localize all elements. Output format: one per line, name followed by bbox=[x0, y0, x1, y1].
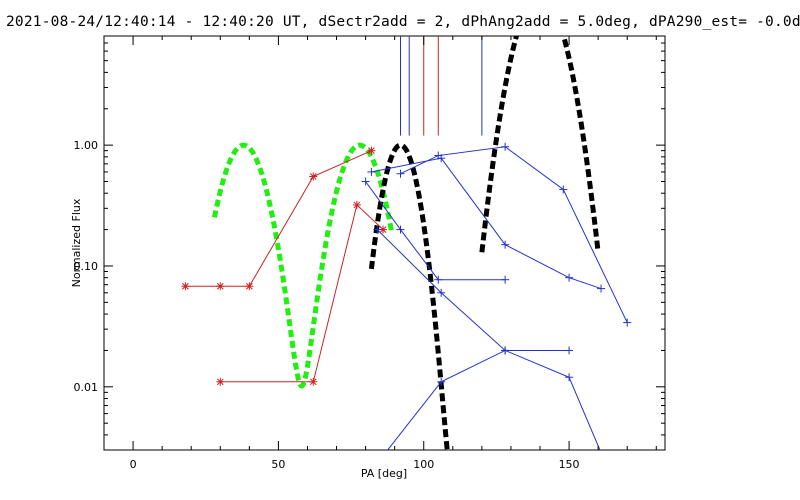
blue-data-point bbox=[600, 456, 608, 464]
curves-layer bbox=[212, 36, 601, 450]
blue-data-point bbox=[434, 275, 443, 284]
marker-stroke bbox=[182, 282, 189, 290]
red-data-point bbox=[367, 146, 376, 155]
marker-stroke bbox=[245, 282, 253, 290]
red-data-point bbox=[216, 282, 225, 291]
ticks-layer: 0 50 100 150 0.01 0.10 1.00 bbox=[74, 35, 665, 471]
marker-stroke bbox=[309, 378, 317, 386]
blue-data-point bbox=[565, 346, 574, 355]
blue-series-line bbox=[365, 181, 506, 281]
series-layer bbox=[181, 142, 632, 464]
black-model-curve bbox=[479, 36, 601, 253]
blue-data-point bbox=[437, 154, 446, 163]
blue-data-point bbox=[501, 142, 510, 151]
plot-frame bbox=[103, 35, 666, 451]
green-model-curve bbox=[212, 142, 395, 389]
blue-data-point bbox=[501, 240, 510, 249]
vertical-lines-layer bbox=[399, 36, 483, 136]
blue-series-line bbox=[400, 146, 628, 323]
blue-data-point bbox=[376, 456, 384, 464]
blue-data-point bbox=[501, 275, 510, 284]
y-tick-label: 0.10 bbox=[74, 260, 99, 273]
x-tick-label: 100 bbox=[413, 458, 434, 471]
blue-data-point bbox=[597, 284, 606, 293]
red-data-point bbox=[352, 200, 361, 209]
black-model-curve bbox=[368, 142, 450, 450]
blue-data-point bbox=[437, 288, 446, 297]
blue-data-point bbox=[559, 185, 568, 194]
red-series-line bbox=[220, 203, 384, 383]
red-data-point bbox=[245, 282, 254, 291]
chart-title: 2021-08-24/12:40:14 - 12:40:20 UT, dSect… bbox=[6, 14, 800, 30]
y-axis-label: Normalized Flux bbox=[70, 198, 83, 287]
x-axis-label: PA [deg] bbox=[361, 467, 407, 480]
y-tick-label: 0.01 bbox=[74, 381, 99, 394]
blue-data-point bbox=[623, 318, 632, 327]
marker-stroke bbox=[216, 378, 224, 386]
x-tick-label: 150 bbox=[559, 458, 580, 471]
blue-data-point bbox=[565, 373, 574, 382]
marker-stroke bbox=[368, 147, 375, 155]
x-tick-label: 0 bbox=[130, 458, 137, 471]
blue-data-point bbox=[361, 177, 370, 186]
blue-data-point bbox=[396, 225, 405, 234]
blue-data-point bbox=[367, 167, 376, 176]
red-data-point bbox=[216, 377, 225, 386]
y-tick-label: 1.00 bbox=[74, 139, 99, 152]
marker-stroke bbox=[379, 226, 387, 233]
marker-stroke bbox=[353, 201, 361, 209]
marker-stroke bbox=[309, 173, 317, 180]
blue-data-point bbox=[373, 225, 382, 234]
blue-data-point bbox=[565, 273, 574, 282]
red-data-point bbox=[309, 172, 318, 181]
blue-series-line bbox=[376, 229, 601, 450]
x-tick-label: 50 bbox=[271, 458, 285, 471]
marker-stroke bbox=[216, 282, 224, 290]
blue-data-point bbox=[396, 169, 405, 178]
red-data-point bbox=[181, 282, 190, 291]
blue-data-point bbox=[501, 346, 510, 355]
blue-data-point bbox=[437, 377, 446, 386]
blue-series-line bbox=[387, 349, 570, 450]
red-data-point bbox=[309, 377, 318, 386]
